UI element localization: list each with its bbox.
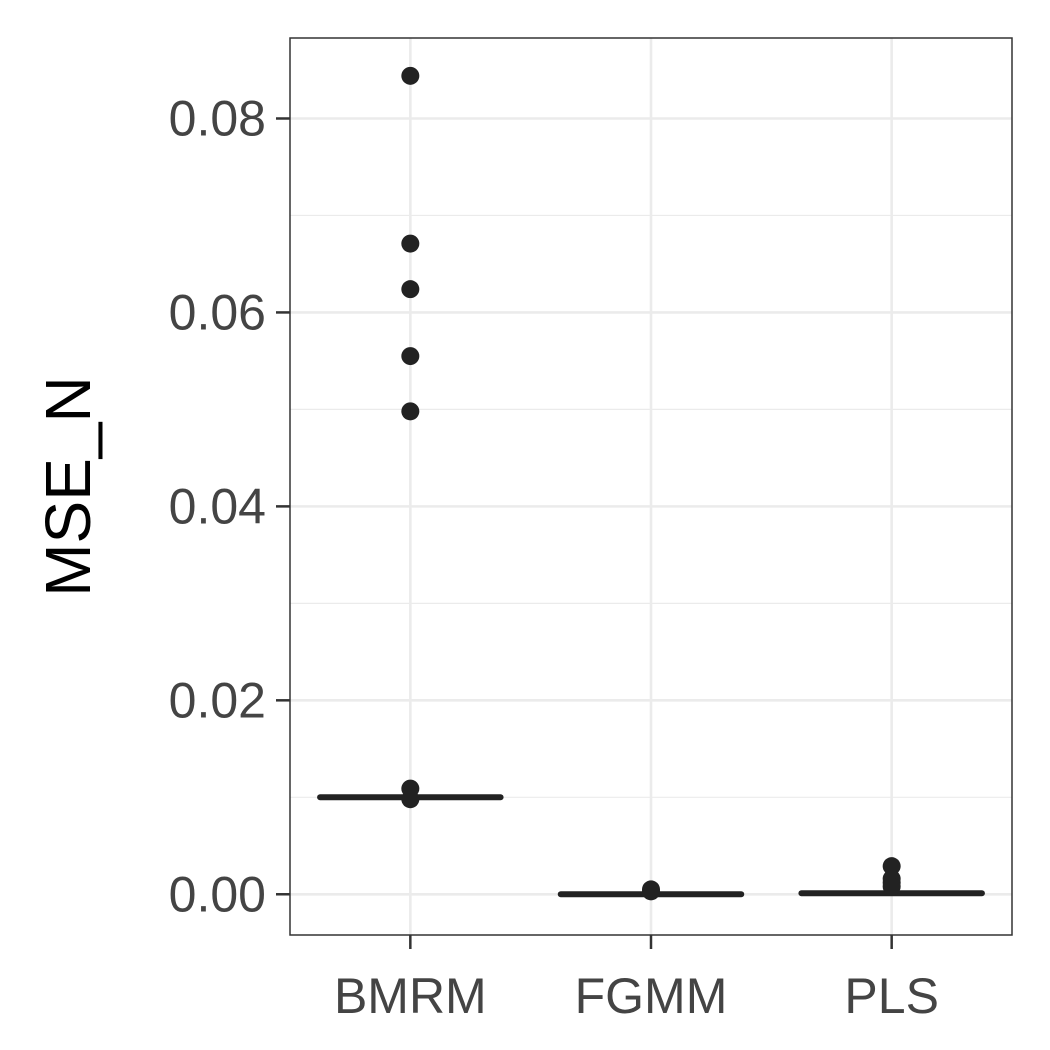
outlier-point [642,882,660,901]
box-bmrm [317,66,504,809]
y-tick-label-0.00: 0.00 [169,866,266,922]
y-axis-title: MSE_N [32,376,104,597]
outlier-point [401,66,420,85]
y-tick-label-0.04: 0.04 [169,478,266,534]
y-tick-label-0.08: 0.08 [169,90,266,146]
x-tick-label-bmrm: BMRM [334,968,487,1024]
x-tick-label-pls: PLS [844,968,939,1024]
box-pls [798,857,985,897]
box-fgmm [557,880,745,901]
x-axis: BMRM FGMM PLS [334,935,939,1024]
box-marks [317,66,985,901]
y-tick-label-0.06: 0.06 [169,284,266,340]
outlier-point [882,877,901,896]
outlier-point [401,234,420,253]
y-axis: 0.00 0.02 0.04 0.06 0.08 [169,90,290,922]
outlier-point [401,347,420,366]
y-tick-label-0.02: 0.02 [169,672,266,728]
outlier-point [401,280,420,299]
outlier-point [401,402,420,421]
outlier-point [401,790,420,809]
outlier-point [882,857,901,876]
x-tick-label-fgmm: FGMM [575,968,728,1024]
major-gridlines [290,38,1012,935]
